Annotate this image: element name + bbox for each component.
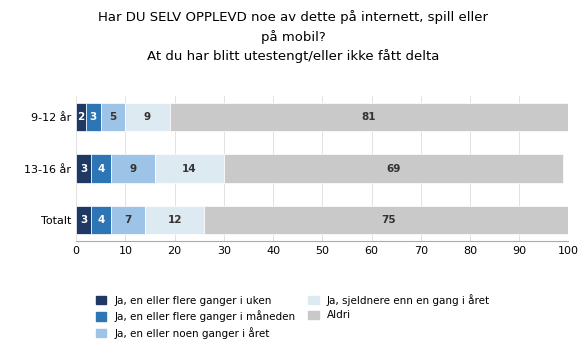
Text: 3: 3 xyxy=(80,215,87,225)
Bar xyxy=(224,154,564,183)
Bar xyxy=(91,206,111,234)
Bar xyxy=(91,154,111,183)
Text: 12: 12 xyxy=(168,215,182,225)
Bar xyxy=(76,154,91,183)
Bar xyxy=(125,103,170,131)
Bar xyxy=(145,206,204,234)
Text: 7: 7 xyxy=(124,215,131,225)
Text: 4: 4 xyxy=(97,215,104,225)
Bar xyxy=(155,154,224,183)
Legend: Ja, en eller flere ganger i uken, Ja, en eller flere ganger i måneden, Ja, en el: Ja, en eller flere ganger i uken, Ja, en… xyxy=(96,294,490,339)
Bar xyxy=(170,103,568,131)
Bar xyxy=(111,206,145,234)
Text: 9: 9 xyxy=(144,112,151,122)
Text: 3: 3 xyxy=(90,112,97,122)
Text: 4: 4 xyxy=(97,163,104,174)
Text: 75: 75 xyxy=(381,215,396,225)
Bar xyxy=(101,103,125,131)
Text: 3: 3 xyxy=(80,163,87,174)
Bar xyxy=(76,103,86,131)
Text: 2: 2 xyxy=(77,112,85,122)
Bar xyxy=(111,154,155,183)
Text: 9: 9 xyxy=(130,163,137,174)
Bar xyxy=(86,103,101,131)
Text: 14: 14 xyxy=(182,163,197,174)
Text: 69: 69 xyxy=(387,163,401,174)
Text: Har DU SELV OPPLEVD noe av dette på internett, spill eller
på mobil?
At du har b: Har DU SELV OPPLEVD noe av dette på inte… xyxy=(98,10,488,63)
Bar xyxy=(76,206,91,234)
Text: 5: 5 xyxy=(110,112,117,122)
Text: 81: 81 xyxy=(362,112,376,122)
Bar xyxy=(204,206,573,234)
